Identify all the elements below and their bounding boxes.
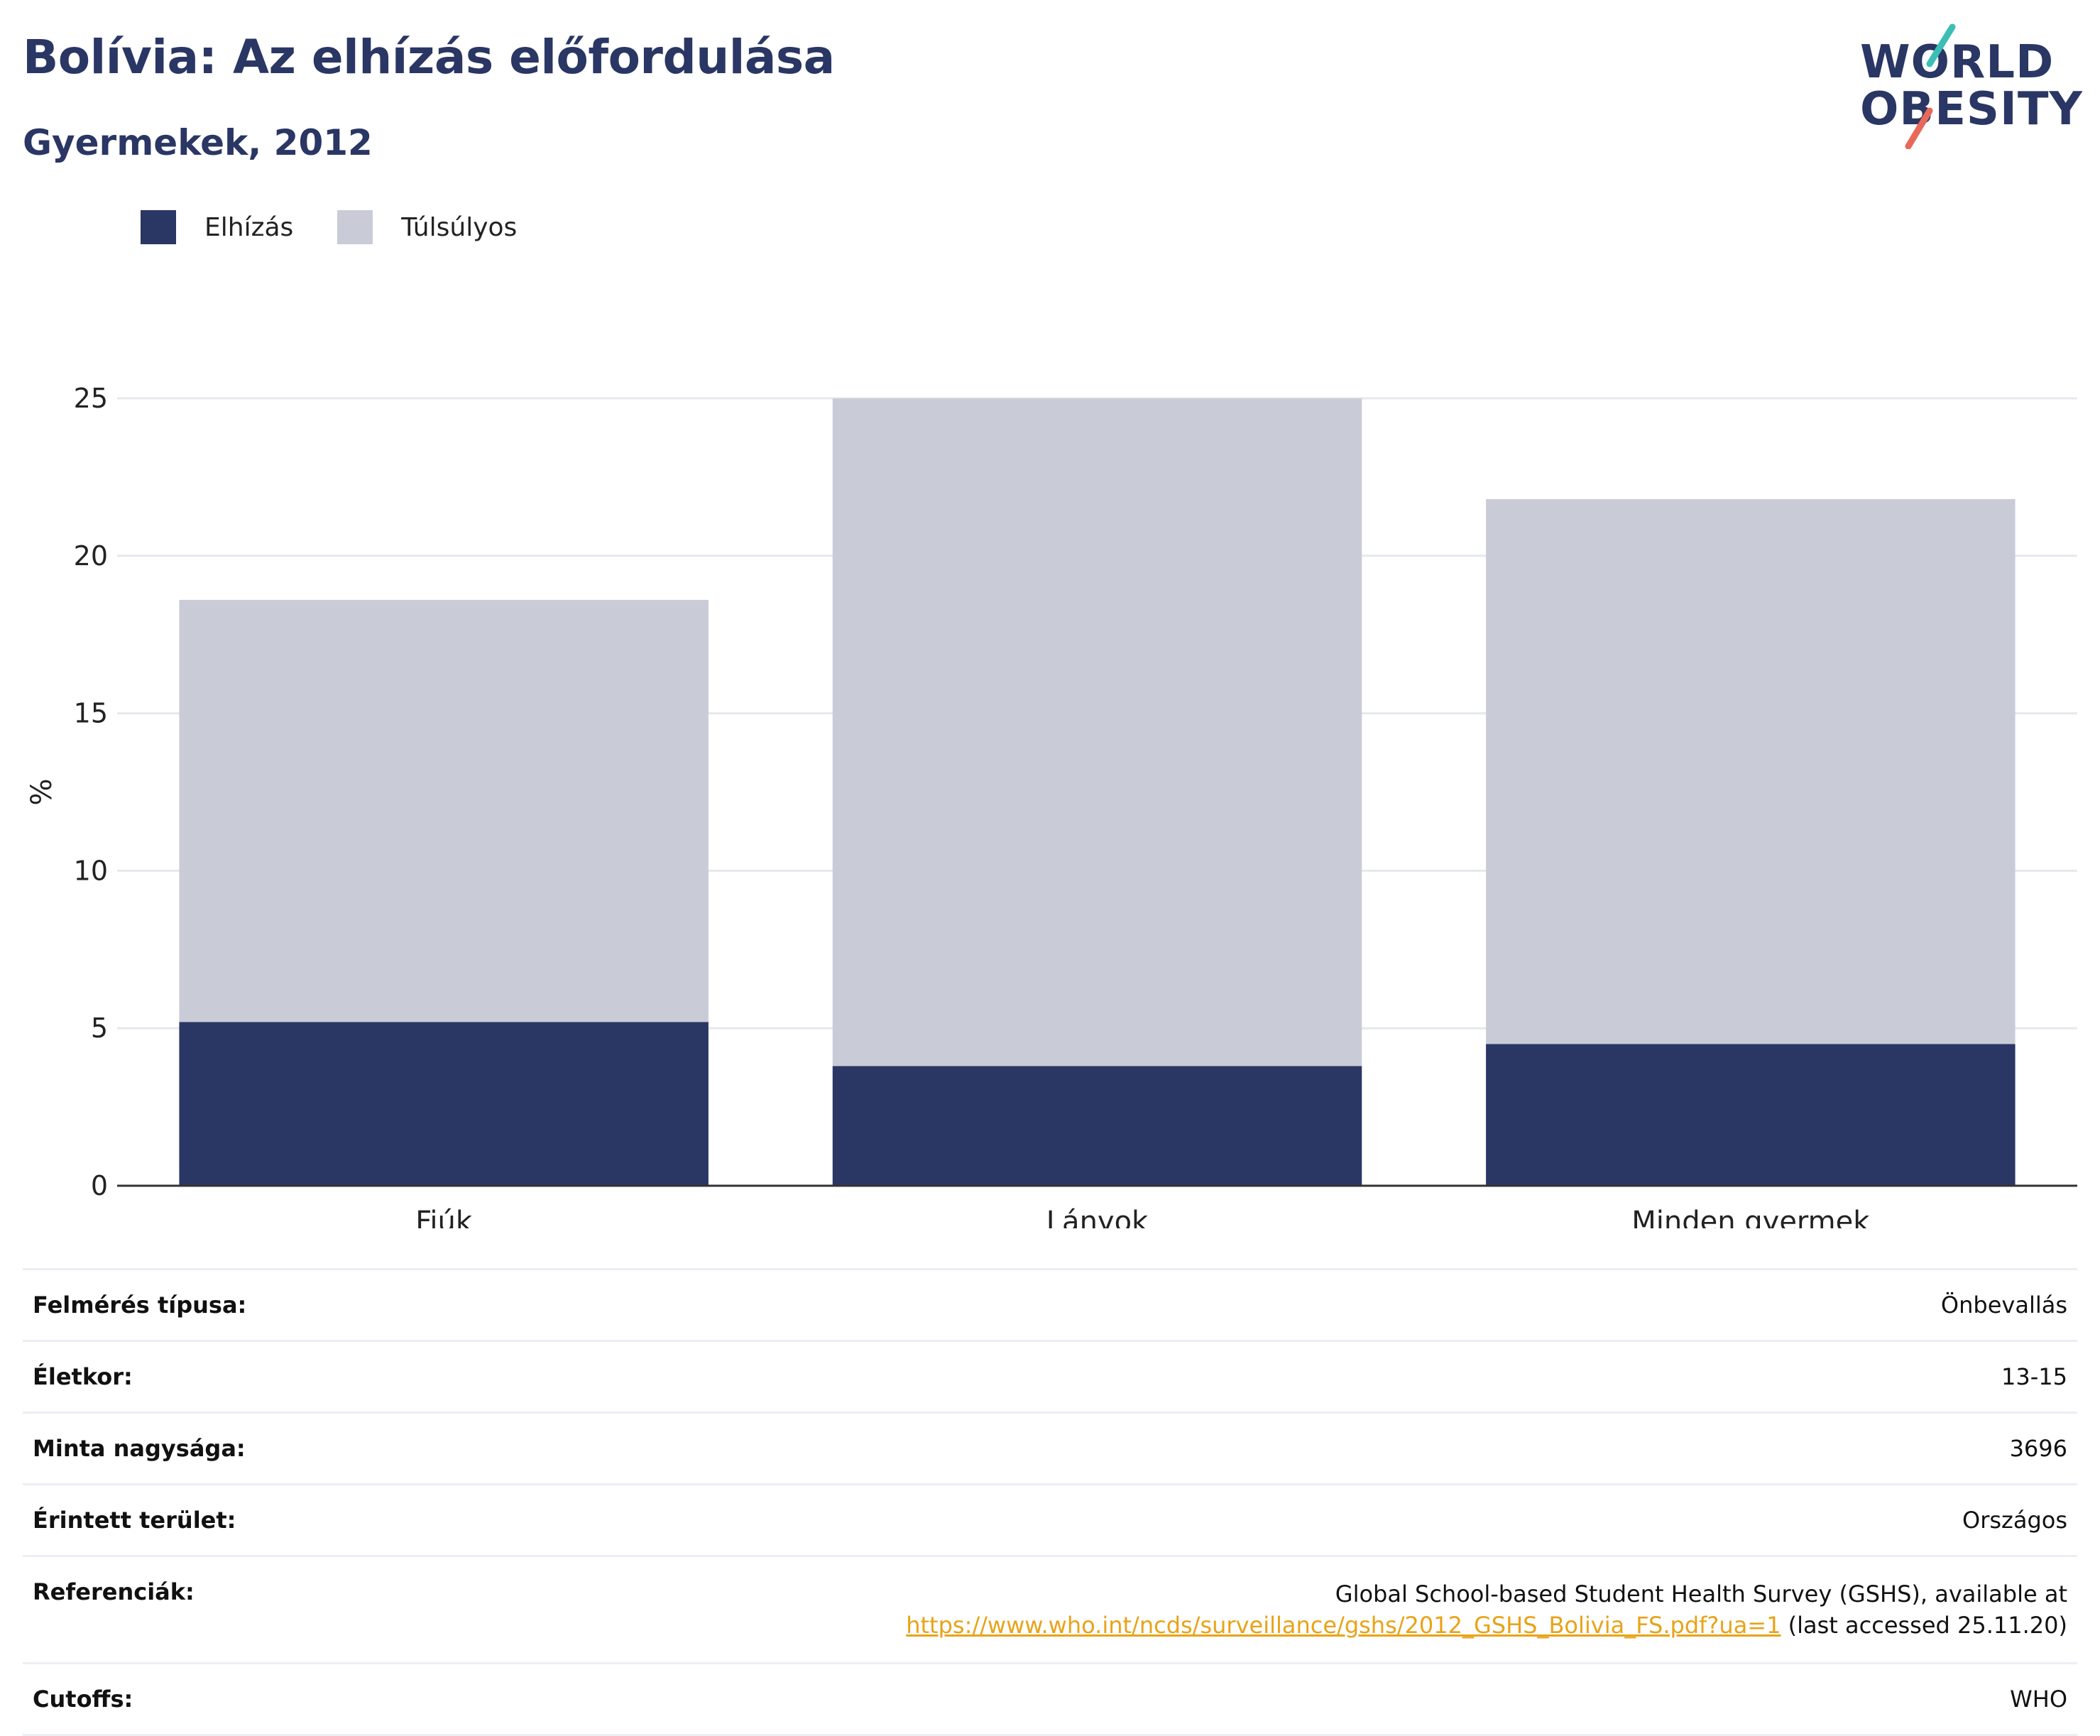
bar-elhizas: [832, 1066, 1362, 1186]
info-value-references: Global School-based Student Health Surve…: [906, 1578, 2067, 1641]
legend-swatch-tulsulyos: [337, 210, 373, 244]
bar-elhizas: [179, 1022, 709, 1186]
info-label: Referenciák:: [33, 1578, 195, 1605]
x-tick-label: Lányok: [1046, 1206, 1149, 1228]
info-row-age: Életkor: 13-15: [23, 1340, 2077, 1412]
info-row-references: Referenciák: Global School-based Student…: [23, 1555, 2077, 1662]
bar-tulsulyos: [1486, 498, 2016, 1044]
legend-item-tulsulyos[interactable]: Túlsúlyos: [337, 210, 517, 244]
info-row-area: Érintett terület: Országos: [23, 1483, 2077, 1555]
info-row-sample-size: Minta nagysága: 3696: [23, 1412, 2077, 1483]
y-tick-label: 5: [91, 1012, 108, 1044]
info-label: Érintett terület:: [33, 1507, 236, 1534]
info-label: Felmérés típusa:: [33, 1292, 247, 1319]
info-value: 3696: [2009, 1435, 2067, 1462]
legend-item-elhizas[interactable]: Elhízás: [141, 210, 293, 244]
y-axis-label: %: [26, 778, 58, 805]
legend-swatch-elhizas: [141, 210, 176, 244]
y-tick-label: 15: [74, 698, 108, 729]
logo-slash-icon: [1905, 23, 1956, 149]
y-tick-label: 0: [91, 1170, 108, 1201]
info-row-cutoffs: Cutoffs: WHO: [23, 1662, 2077, 1736]
reference-link[interactable]: https://www.who.int/ncds/surveillance/gs…: [906, 1612, 1781, 1639]
info-value: 13-15: [2001, 1363, 2067, 1390]
y-tick-label: 10: [74, 855, 108, 886]
x-tick-label: Minden gyermek: [1631, 1206, 1870, 1228]
legend-label-tulsulyos: Túlsúlyos: [401, 212, 518, 242]
info-table: Felmérés típusa: Önbevallás Életkor: 13-…: [23, 1268, 2077, 1736]
y-tick-label: 25: [74, 383, 108, 414]
x-tick-label: Fiúk: [415, 1206, 473, 1228]
reference-text: Global School-based Student Health Surve…: [1335, 1581, 2067, 1607]
info-label: Cutoffs:: [33, 1686, 133, 1713]
y-tick-label: 20: [74, 540, 108, 572]
bar-tulsulyos: [179, 599, 709, 1022]
chart-subtitle: Gyermekek, 2012: [23, 122, 373, 163]
chart-title: Bolívia: Az elhízás előfordulása: [23, 30, 835, 84]
world-obesity-logo: WORLD OBESITY: [1853, 21, 2087, 149]
info-value: WHO: [2010, 1686, 2067, 1713]
info-value: Országos: [1962, 1507, 2067, 1534]
bar-tulsulyos: [832, 398, 1362, 1066]
info-label: Életkor:: [33, 1363, 133, 1390]
info-row-survey-type: Felmérés típusa: Önbevallás: [23, 1268, 2077, 1340]
chart-legend: Elhízás Túlsúlyos: [141, 210, 561, 244]
bar-elhizas: [1486, 1044, 2016, 1186]
info-label: Minta nagysága:: [33, 1435, 246, 1462]
legend-label-elhizas: Elhízás: [204, 212, 294, 242]
info-value: Önbevallás: [1940, 1292, 2067, 1319]
stacked-bar-chart: 0 5 10 15 20 25% Fiúk Lányok Minden gyermek: [26, 383, 2077, 1228]
logo-word-obesity: OBESITY: [1860, 83, 2083, 136]
reference-suffix: (last accessed 25.11.20): [1781, 1612, 2067, 1639]
logo-word-world: WORLD: [1860, 36, 2055, 89]
